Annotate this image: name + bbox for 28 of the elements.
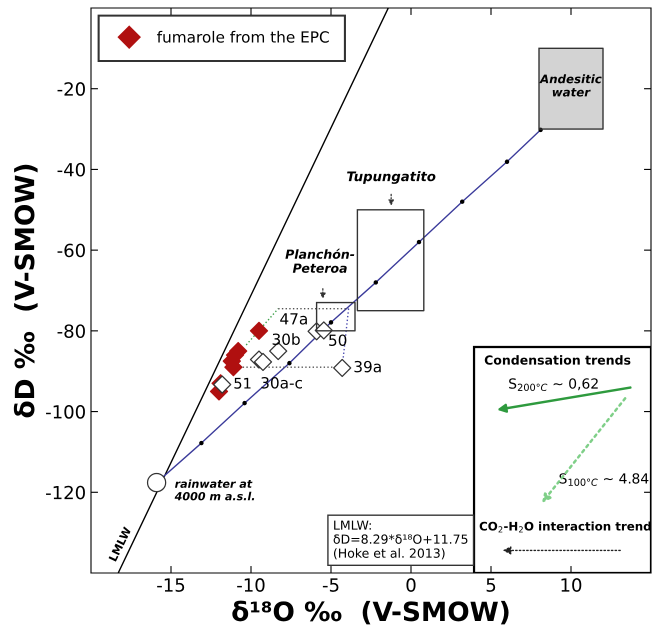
x-tick-label: -15 [157, 578, 184, 592]
x-axis-title: δ¹⁸O ‰ (V-SMOW) [232, 600, 509, 624]
y-tick-label: -80 [58, 324, 85, 338]
x-tick-label: -5 [322, 578, 338, 592]
y-tick-label: -60 [58, 244, 85, 258]
x-tick-label: -10 [237, 578, 265, 592]
x-tick-label: 5 [486, 578, 496, 592]
y-tick-label: -100 [46, 405, 85, 419]
annotation: 51 [234, 378, 251, 389]
annotation: Planchón- Peteroa [285, 248, 354, 273]
y-tick-label: -120 [46, 486, 85, 500]
annotation: Andesitic water [539, 74, 602, 97]
y-axis-title: δD ‰ (V-SMOW) [14, 164, 38, 418]
annotation: rainwater at 4000 m a.s.l. [174, 479, 254, 500]
x-tick-label: 0 [406, 578, 416, 592]
annotation: Condensation trends [484, 355, 630, 365]
annotation: 47a [280, 313, 307, 325]
annotation: 30b [272, 333, 300, 346]
x-tick-label: 10 [561, 578, 582, 592]
annotation: CO$_{2}$-H$_{2}$O interaction trend [480, 522, 651, 532]
y-tick-label: -40 [58, 162, 85, 177]
annotation: 50 [329, 334, 346, 346]
y-tick-label: -20 [58, 82, 85, 96]
annotation: LMLW: δD=8.29*δ¹⁸O+11.75 (Hoke et al. 2013) [334, 520, 468, 560]
annotation: Tupungatito [347, 171, 436, 184]
annotation: S$_{200°C}$ ~ 0,62 [509, 378, 598, 391]
legend-label: fumarole from the EPC [157, 30, 329, 43]
annotation: 39a [354, 360, 381, 372]
